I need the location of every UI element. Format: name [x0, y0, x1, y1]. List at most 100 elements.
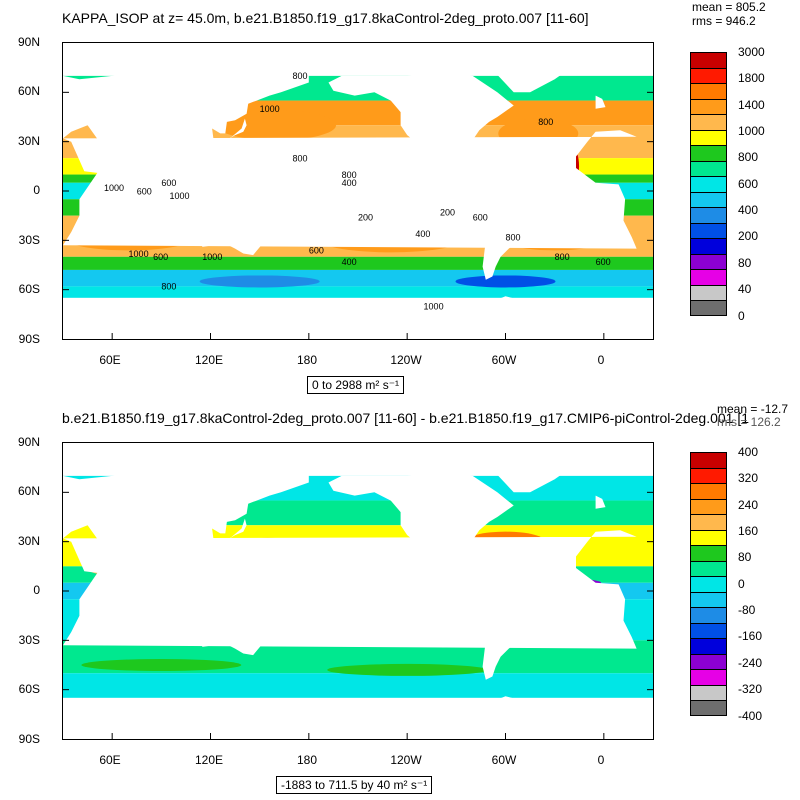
colorbar-swatch [691, 653, 726, 669]
lon-label: 0 [597, 353, 605, 367]
colorbar-swatch [691, 684, 726, 700]
colorbar-swatch [691, 514, 726, 530]
lat-label: 30S [18, 633, 40, 647]
colorbar-swatch [691, 545, 726, 561]
colorbar-swatch [691, 269, 726, 285]
lon-label: 60E [99, 753, 121, 767]
contour-label: 200 [358, 213, 373, 223]
lat-label: 90S [18, 732, 40, 746]
panel2-map-graphic [63, 443, 653, 739]
contour-label: 800 [292, 153, 307, 163]
panel1-field-feature [216, 110, 337, 141]
panel2-field-feature [327, 663, 488, 676]
panel2-rms: rms = 126.2 [717, 415, 781, 429]
panel2-field-band [63, 673, 653, 698]
lon-label: 120E [194, 753, 224, 767]
contour-label: 800 [292, 71, 307, 81]
colorbar-label: 400 [738, 203, 759, 218]
panel1-land [489, 52, 572, 93]
colorbar-label: -240 [738, 655, 763, 670]
panel1-rms: rms = 946.2 [692, 14, 756, 28]
panel1-title: KAPPA_ISOP at z= 45.0m, b.e21.B1850.f19_… [62, 10, 589, 26]
contour-label: 400 [342, 178, 357, 188]
colorbar-label: 80 [738, 255, 752, 270]
colorbar-swatch [691, 114, 726, 130]
colorbar-label: 0 [738, 308, 745, 323]
colorbar-swatch [691, 669, 726, 685]
colorbar-swatch [691, 591, 726, 607]
colorbar-swatch [691, 284, 726, 300]
panel1-map: 800 1000 800 800 600 1000 600 1000 800 400 200 200 4… [62, 42, 654, 340]
colorbar-swatch [691, 253, 726, 269]
contour-label: 1000 [129, 249, 149, 259]
colorbar-swatch [691, 238, 726, 254]
lat-label: 90N [17, 435, 40, 449]
panel1-land [169, 182, 188, 201]
panel2-mean: mean = -12.7 [717, 402, 789, 416]
colorbar-swatch [691, 467, 726, 483]
colorbar-swatch [691, 622, 726, 638]
colorbar-swatch [691, 207, 726, 223]
colorbar-label: 800 [738, 150, 759, 165]
contour-label: 600 [137, 186, 152, 196]
contour-label: 800 [506, 232, 521, 242]
colorbar-swatch [691, 498, 726, 514]
panel1-field-feature [455, 275, 556, 288]
panel2-field-feature [81, 659, 242, 671]
lat-label: 90S [18, 332, 40, 346]
panel1-land [471, 171, 547, 280]
panel2-land [471, 571, 547, 680]
colorbar-swatch [691, 129, 726, 145]
lat-label: 60S [18, 682, 40, 696]
panel1-field-band [63, 286, 653, 298]
lat-label: 30S [18, 233, 40, 247]
colorbar-label: 600 [738, 176, 759, 191]
colorbar-swatch [691, 222, 726, 238]
contour-label: 1000 [260, 104, 280, 114]
colorbar-label: -160 [738, 629, 763, 644]
panel2-colorbar-swatches [690, 452, 727, 716]
panel2-range-label: -1883 to 711.5 by 40 m² s⁻¹ [276, 776, 433, 794]
panel2-land [63, 696, 653, 739]
panel1-land [63, 66, 309, 188]
colorbar-swatch [691, 67, 726, 83]
colorbar-swatch [691, 576, 726, 592]
contour-label: 800 [555, 252, 570, 262]
panel1-land [194, 200, 211, 205]
panel2-land [489, 452, 572, 493]
colorbar-label: 40 [738, 282, 752, 297]
lon-label: 60W [491, 353, 517, 367]
lat-label: 60S [18, 282, 40, 296]
contour-label: 600 [309, 245, 324, 255]
colorbar-label: 400 [738, 445, 759, 459]
lat-label: 0 [33, 183, 40, 197]
lat-label: 30N [17, 134, 40, 148]
panel2-land [228, 592, 260, 608]
contour-label: 1000 [424, 301, 444, 311]
panel1-mean: mean = 805.2 [692, 0, 766, 14]
colorbar-label: 80 [738, 550, 752, 565]
colorbar-label: 0 [738, 576, 745, 591]
colorbar-swatch [691, 300, 726, 316]
panel2-land [226, 518, 247, 540]
panel2-land [192, 579, 209, 598]
colorbar-swatch [691, 560, 726, 576]
lon-label: 120E [194, 353, 224, 367]
colorbar-label: 240 [738, 497, 759, 512]
colorbar-label: 1000 [738, 124, 765, 139]
contour-label: 800 [161, 282, 176, 292]
lon-label: 120W [390, 353, 422, 367]
colorbar-swatch [691, 83, 726, 99]
lon-label: 0 [597, 753, 605, 767]
contour-label: 800 [342, 170, 357, 180]
panel1-field-feature [199, 275, 320, 288]
colorbar-swatch [691, 529, 726, 545]
panel2-land [328, 472, 514, 578]
lon-label: 60E [99, 353, 121, 367]
panel2-title: b.e21.B1850.f19_g17.8kaControl-2deg_prot… [62, 410, 750, 426]
colorbar-swatch [691, 452, 726, 468]
panel2-land [595, 495, 606, 509]
panel1-field-band [63, 256, 653, 270]
contour-label: 400 [415, 229, 430, 239]
panel1-land [200, 209, 265, 256]
